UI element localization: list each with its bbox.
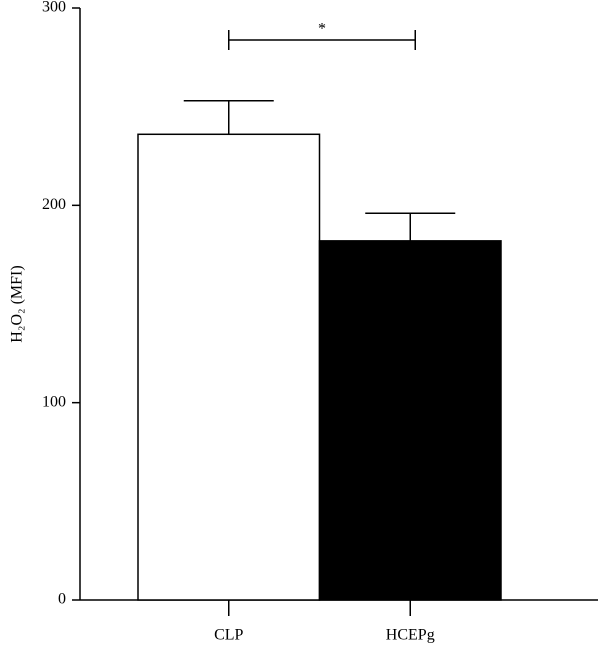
y-tick-label: 100 <box>42 393 66 410</box>
x-tick-label: CLP <box>214 627 243 644</box>
bar <box>318 240 502 601</box>
significance-label: * <box>318 21 326 38</box>
y-axis-label: H₂O₂ (MFI) <box>9 265 26 342</box>
y-tick-label: 300 <box>42 0 66 16</box>
y-tick-label: 0 <box>58 591 66 608</box>
y-tick-label: 200 <box>42 196 66 213</box>
x-tick-label: HCEPg <box>386 627 435 644</box>
bar <box>137 133 321 601</box>
